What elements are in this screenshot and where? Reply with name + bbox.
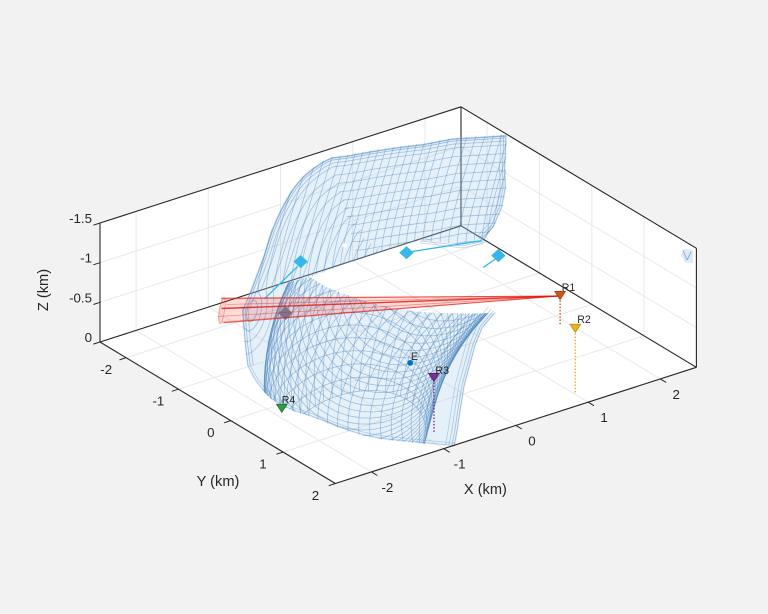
svg-text:E: E <box>411 351 418 363</box>
svg-text:-2: -2 <box>100 362 112 377</box>
svg-text:0: 0 <box>207 425 214 440</box>
svg-text:-1: -1 <box>80 251 92 266</box>
svg-text:-1: -1 <box>152 394 164 409</box>
svg-text:2: 2 <box>312 488 319 503</box>
svg-text:1: 1 <box>600 410 607 425</box>
svg-text:-1.5: -1.5 <box>69 211 92 226</box>
svg-text:-2: -2 <box>381 480 393 495</box>
svg-text:0: 0 <box>85 330 92 345</box>
svg-text:1: 1 <box>259 457 266 472</box>
svg-text:R1: R1 <box>562 282 576 294</box>
svg-text:-0.5: -0.5 <box>69 290 92 305</box>
svg-text:Z (km): Z (km) <box>36 269 52 311</box>
svg-text:R4: R4 <box>282 395 296 407</box>
svg-text:R2: R2 <box>577 314 591 326</box>
svg-text:0: 0 <box>528 433 535 448</box>
svg-text:-1: -1 <box>454 457 466 472</box>
svg-text:X (km): X (km) <box>464 482 507 498</box>
svg-text:2: 2 <box>672 387 679 402</box>
svg-text:R3: R3 <box>435 365 449 377</box>
svg-text:Y (km): Y (km) <box>197 474 240 490</box>
